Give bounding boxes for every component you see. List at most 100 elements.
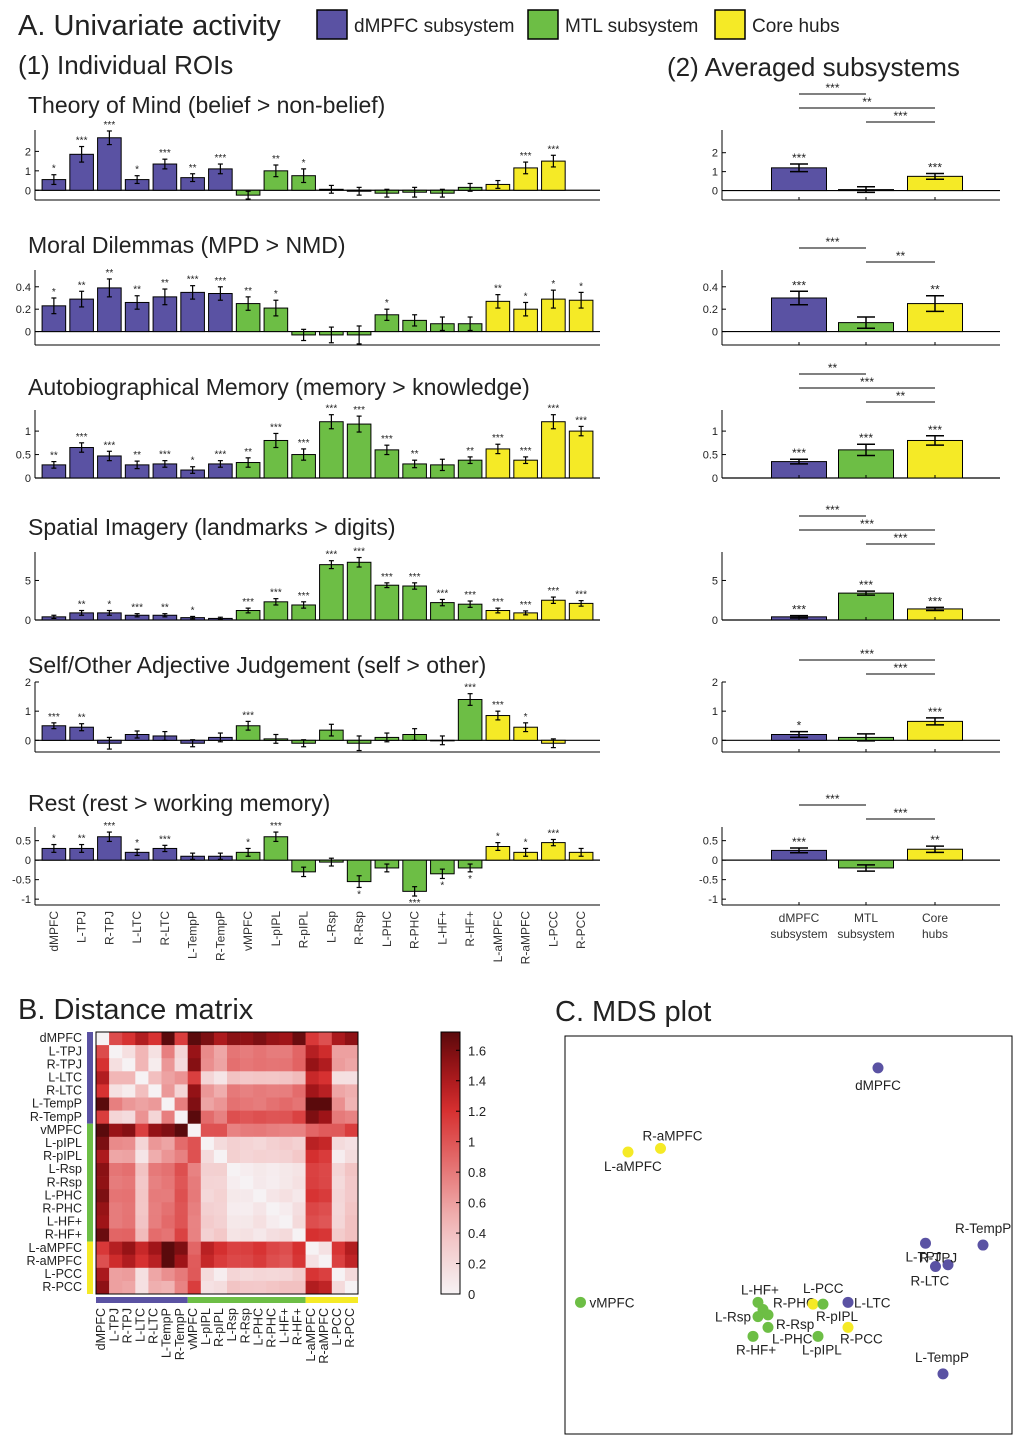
matrix-cell	[240, 1110, 254, 1124]
y-tick-label: 0	[25, 735, 31, 747]
matrix-cell	[292, 1228, 306, 1242]
mds-label-l-tempp: L-TempP	[915, 1350, 969, 1365]
matrix-cell	[135, 1176, 149, 1190]
matrix-cell	[279, 1071, 293, 1085]
x-tick-label-r-tempp: R-TempP	[213, 911, 227, 961]
matrix-cell	[279, 1228, 293, 1242]
matrix-cell	[344, 1163, 359, 1177]
avg-y-tick-label: 2	[712, 148, 718, 160]
matrix-cell	[161, 1163, 175, 1177]
avg-x-label: subsystem	[770, 927, 827, 941]
avg-significance-label: ***	[928, 705, 942, 719]
matrix-cell	[292, 1280, 306, 1295]
matrix-cell	[331, 1254, 346, 1269]
avg-x-label: MTL	[854, 911, 878, 925]
colorbar-tick-label: 0.4	[468, 1226, 486, 1241]
matrix-cell	[318, 1149, 333, 1164]
panel-b-title: B. Distance matrix	[18, 994, 254, 1026]
y-tick-label: 0.2	[16, 304, 31, 316]
y-tick-label: 0	[25, 327, 31, 339]
matrix-cell	[174, 1228, 188, 1242]
matrix-cell	[187, 1058, 202, 1072]
matrix-cell	[161, 1241, 175, 1255]
matrix-col-label-r-ltc: R-LTC	[147, 1308, 161, 1344]
col-group-bar	[305, 1297, 358, 1303]
mds-frame	[564, 1035, 1013, 1435]
matrix-cell	[266, 1136, 280, 1151]
avg-y-tick-label: 1	[712, 167, 718, 179]
matrix-cell	[318, 1071, 333, 1085]
mds-point-r-ltc	[930, 1261, 941, 1273]
matrix-cell	[331, 1058, 346, 1072]
avg-significance-label: ***	[792, 835, 806, 849]
matrix-cell	[292, 1136, 306, 1151]
significance-label: *	[551, 279, 555, 290]
matrix-cell	[213, 1071, 228, 1085]
mds-point-r-tpj	[942, 1259, 954, 1271]
matrix-cell	[266, 1280, 280, 1295]
significance-label: **	[494, 284, 502, 295]
matrix-cell	[122, 1176, 136, 1190]
matrix-cell	[305, 1267, 319, 1282]
matrix-cell	[279, 1241, 293, 1255]
matrix-cell	[318, 1189, 333, 1203]
significance-label: *	[524, 837, 528, 848]
matrix-row-label-r-ltc: R-LTC	[46, 1084, 82, 1098]
matrix-cell	[344, 1136, 359, 1151]
significance-label: *	[496, 832, 500, 843]
matrix-cell	[161, 1110, 175, 1124]
matrix-col-label-r-pipl: R-pIPL	[212, 1308, 226, 1347]
matrix-cell	[187, 1110, 202, 1124]
matrix-cell	[96, 1163, 110, 1177]
matrix-cell	[135, 1136, 149, 1151]
matrix-cell	[148, 1267, 162, 1282]
matrix-cell	[292, 1215, 306, 1229]
matrix-cell	[344, 1176, 359, 1190]
mds-point-r-tempp	[977, 1239, 989, 1251]
matrix-cell	[96, 1123, 110, 1138]
mds-point-l-ltc	[842, 1296, 854, 1308]
matrix-cell	[174, 1045, 188, 1059]
significance-label: *	[107, 600, 111, 611]
y-tick-label: 0	[25, 615, 31, 627]
matrix-cell	[344, 1215, 359, 1229]
matrix-cell	[148, 1280, 162, 1295]
matrix-cell	[109, 1228, 123, 1242]
y-tick-label: -0.5	[12, 875, 31, 887]
matrix-cell	[318, 1267, 333, 1282]
mds-point-l-rsp	[752, 1311, 764, 1323]
matrix-cell	[292, 1176, 306, 1190]
matrix-cell	[253, 1254, 267, 1269]
matrix-cell	[161, 1149, 175, 1164]
matrix-cell	[109, 1136, 123, 1151]
matrix-cell	[174, 1163, 188, 1177]
matrix-cell	[109, 1058, 123, 1072]
col-group-bar	[187, 1297, 306, 1303]
bar-l-rsp	[319, 564, 344, 621]
colorbar	[440, 1031, 461, 1295]
avg-significance-label: ***	[928, 423, 942, 437]
matrix-cell	[344, 1202, 359, 1216]
matrix-row-label-r-hf: R-HF+	[45, 1228, 82, 1242]
matrix-cell	[135, 1228, 149, 1242]
matrix-cell	[331, 1032, 346, 1046]
matrix-cell	[109, 1097, 123, 1111]
significance-label: ***	[270, 821, 282, 832]
panel-title-abm: Autobiographical Memory (memory > knowle…	[28, 374, 530, 400]
avg-y-tick-label: 0	[712, 327, 718, 339]
matrix-cell	[240, 1280, 254, 1295]
matrix-cell	[318, 1136, 333, 1151]
matrix-cell	[213, 1097, 228, 1111]
significance-label: *	[440, 880, 444, 891]
x-tick-label-r-hf: R-HF+	[463, 911, 477, 947]
colorbar-tick-label: 1.4	[468, 1074, 486, 1089]
x-tick-label-r-rsp: R-Rsp	[352, 911, 366, 945]
matrix-cell	[109, 1084, 123, 1098]
mds-label-r-phc: R-PHC	[773, 1295, 816, 1310]
matrix-cell	[187, 1045, 202, 1059]
matrix-cell	[213, 1228, 228, 1242]
matrix-cell	[187, 1215, 202, 1229]
matrix-col-label-l-ampfc: L-aMPFC	[304, 1308, 318, 1361]
matrix-cell	[292, 1071, 306, 1085]
matrix-cell	[174, 1189, 188, 1203]
